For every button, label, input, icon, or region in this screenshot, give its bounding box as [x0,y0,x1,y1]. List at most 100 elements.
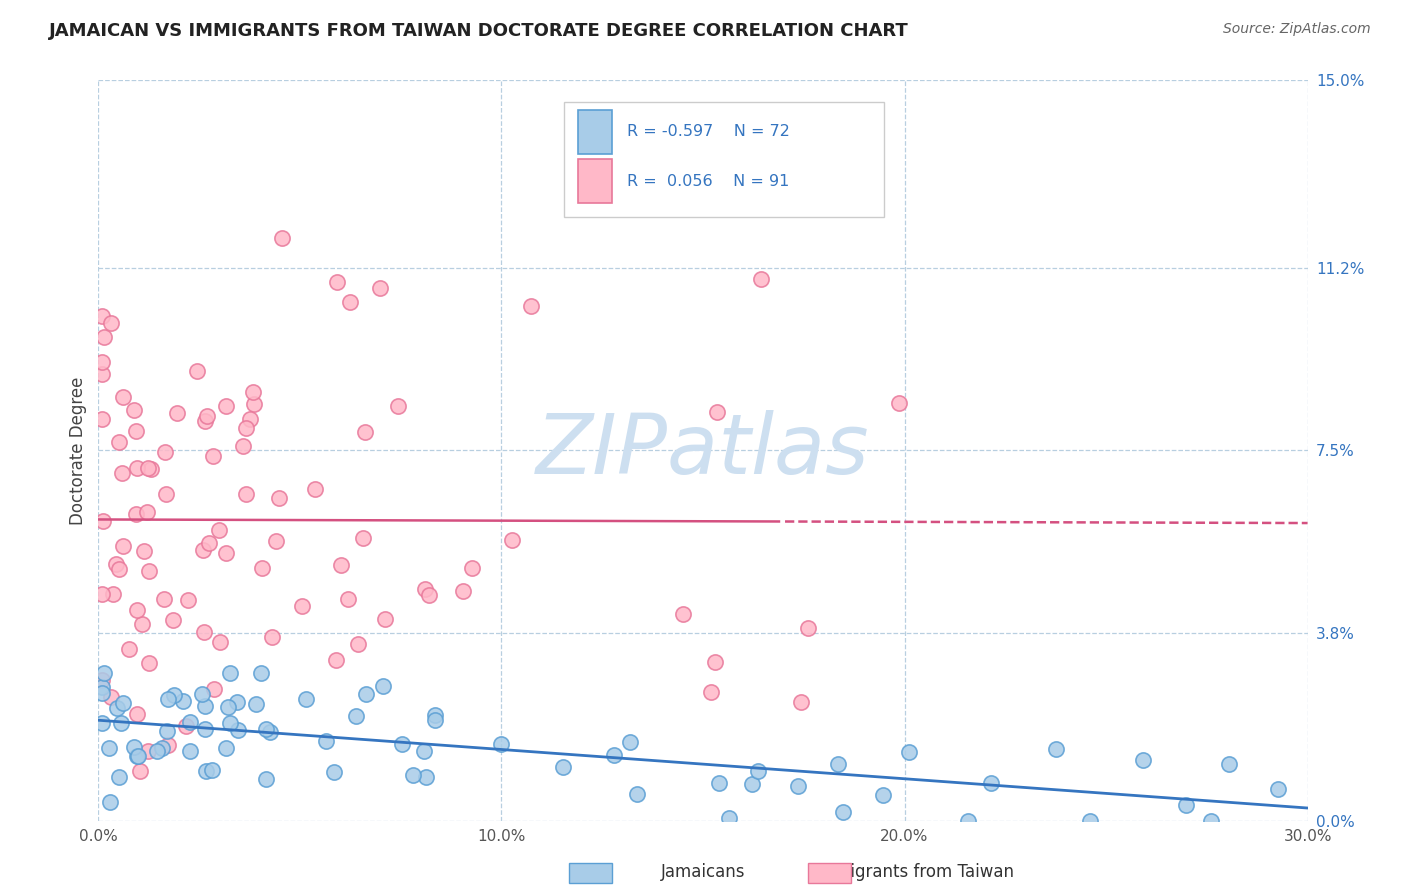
Point [796,621,818,635]
Point [93,330,115,344]
Point [291,599,314,614]
Point [98,795,121,809]
Point [827,757,849,772]
Point [193,624,215,639]
Point [294,691,316,706]
Point [194,723,217,737]
Point [100,316,122,330]
Point [371,680,394,694]
Point [551,760,574,774]
Point [91,355,114,369]
Point [91,716,114,731]
Point [217,699,239,714]
Point [226,695,249,709]
Text: R = -0.597    N = 72: R = -0.597 N = 72 [627,124,790,139]
Point [125,424,148,438]
Text: Source: ZipAtlas.com: Source: ZipAtlas.com [1223,22,1371,37]
Point [323,765,346,780]
Point [264,533,287,548]
Point [125,507,148,521]
Point [749,272,772,286]
Point [215,740,238,755]
Point [156,724,179,739]
Point [122,739,145,754]
Point [259,725,281,739]
Point [195,409,218,424]
Point [157,738,180,752]
Point [242,384,264,399]
Point [626,787,648,801]
Point [128,764,150,779]
Point [270,231,292,245]
Point [112,697,135,711]
Point [91,680,114,694]
Point [201,449,224,463]
Point [91,686,114,700]
Point [520,299,543,313]
Point [425,713,447,727]
Point [603,747,626,762]
Point [489,737,512,751]
Point [174,719,197,733]
Point [887,396,910,410]
Point [105,557,128,571]
Point [150,740,173,755]
Point [249,665,271,680]
Point [146,744,169,758]
Point [347,637,370,651]
Point [91,673,114,687]
Point [235,421,257,435]
Point [326,275,349,289]
Point [741,777,763,791]
Point [153,445,176,459]
Point [91,515,114,529]
Point [127,749,149,764]
Point [162,613,184,627]
Point [198,536,221,550]
Point [354,687,377,701]
Point [254,772,277,787]
Point [1045,741,1067,756]
Point [110,715,132,730]
Point [215,546,238,560]
Point [453,583,475,598]
Point [125,707,148,722]
Point [172,694,194,708]
Point [194,698,217,713]
Point [339,294,361,309]
Point [254,722,277,736]
Point [242,397,264,411]
Point [111,390,134,404]
Point [387,399,409,413]
Point [100,690,122,704]
Point [1175,797,1198,812]
Point [163,689,186,703]
Point [415,770,437,784]
Point [155,487,177,501]
Point [179,714,201,729]
Text: ZIPatlas: ZIPatlas [536,410,870,491]
Point [374,612,396,626]
Point [177,592,200,607]
Point [191,687,214,701]
Point [231,439,253,453]
Point [209,635,232,649]
Point [898,745,921,759]
Point [91,587,114,601]
Point [1218,757,1240,772]
Point [195,764,218,779]
Point [832,805,855,820]
Point [412,743,434,757]
Point [267,491,290,506]
Point [136,744,159,758]
Point [166,406,188,420]
Point [790,695,813,709]
Point [956,814,979,828]
Point [141,462,163,476]
Point [619,735,641,749]
Point [672,607,695,621]
Text: R =  0.056    N = 91: R = 0.056 N = 91 [627,174,789,189]
Point [157,692,180,706]
Point [105,701,128,715]
Point [186,364,208,378]
